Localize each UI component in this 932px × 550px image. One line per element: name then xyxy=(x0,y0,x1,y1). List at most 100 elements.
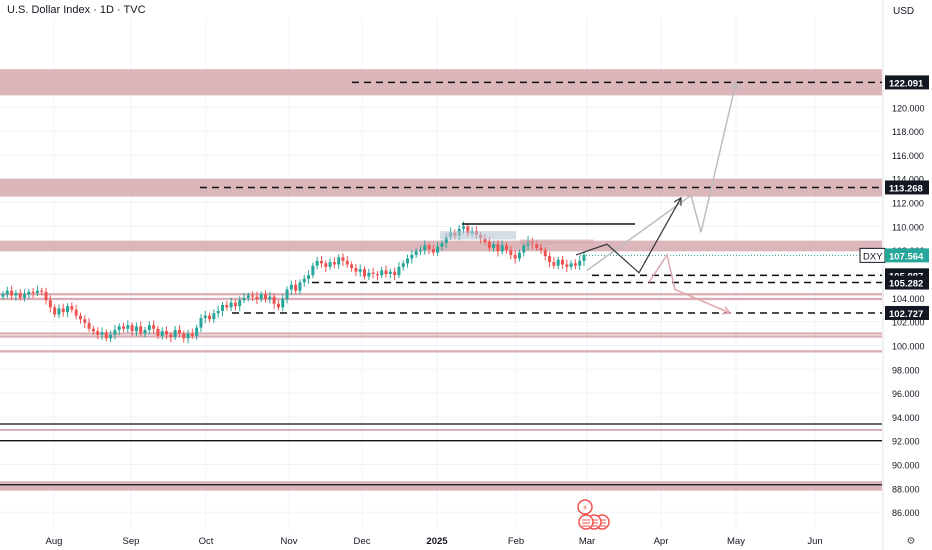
candle xyxy=(242,297,246,301)
candle xyxy=(324,263,328,267)
y-tick-label: 118.000 xyxy=(892,127,924,137)
x-tick-label: May xyxy=(727,536,745,547)
x-tick-label: Feb xyxy=(508,536,524,547)
candle xyxy=(543,250,547,257)
candle xyxy=(388,271,392,274)
y-tick-label: 96.000 xyxy=(892,389,920,399)
projection-path xyxy=(648,253,731,314)
candle xyxy=(319,260,323,264)
y-tick-label: 110.000 xyxy=(892,222,924,232)
candle xyxy=(363,269,367,277)
candle xyxy=(517,252,521,259)
candle xyxy=(104,332,108,339)
candle xyxy=(565,264,569,267)
candle xyxy=(18,293,22,298)
candle xyxy=(173,329,177,338)
candle xyxy=(40,290,44,292)
candle xyxy=(255,296,259,300)
candle xyxy=(78,315,82,320)
settings-gear-icon[interactable]: ⚙ xyxy=(907,536,916,547)
price-badge-text: 102.727 xyxy=(889,309,923,320)
candle xyxy=(535,244,539,248)
candle xyxy=(91,328,95,332)
candle xyxy=(259,294,263,300)
candle xyxy=(169,334,173,338)
candle xyxy=(203,315,207,319)
candle xyxy=(401,263,405,267)
projection-path xyxy=(575,197,682,274)
price-badge xyxy=(885,305,929,320)
lightning-bolt-icon: ⚡ xyxy=(582,503,588,513)
candle xyxy=(315,260,319,266)
candle xyxy=(177,329,181,334)
candle xyxy=(14,293,18,296)
candle xyxy=(560,259,564,265)
candle xyxy=(427,245,431,249)
candle xyxy=(513,254,517,259)
candle xyxy=(126,325,130,329)
x-tick-label: Nov xyxy=(281,536,298,547)
candle xyxy=(393,271,397,276)
candle xyxy=(440,243,444,247)
candle xyxy=(182,333,186,339)
candle xyxy=(522,245,526,253)
event-icons: ⚡ xyxy=(577,499,610,530)
candle xyxy=(307,275,311,279)
candle xyxy=(147,325,151,330)
candle xyxy=(281,299,285,308)
candle xyxy=(345,260,349,265)
time-axis[interactable]: Aug Sep Oct Nov Dec 2025 Feb Mar Apr May Jun ⚙ xyxy=(46,536,916,547)
x-tick-label: Sep xyxy=(123,536,140,547)
candle xyxy=(337,257,341,265)
y-tick-label: 90.000 xyxy=(892,461,920,471)
price-badge xyxy=(885,275,929,290)
y-tick-label: 88.000 xyxy=(892,484,920,494)
candle xyxy=(461,226,465,229)
candle xyxy=(582,254,586,261)
candle xyxy=(70,306,74,310)
candle xyxy=(384,270,388,274)
candle xyxy=(152,325,156,329)
candle xyxy=(505,245,509,251)
y-tick-label: 92.000 xyxy=(892,437,920,447)
candle xyxy=(109,334,113,339)
price-badge xyxy=(885,180,929,195)
candle xyxy=(10,290,14,296)
x-tick-label: Oct xyxy=(199,536,214,547)
candle xyxy=(367,272,371,277)
candle xyxy=(113,329,117,335)
candle xyxy=(83,319,87,323)
candle xyxy=(1,294,5,297)
candle xyxy=(436,246,440,253)
candle xyxy=(276,303,280,308)
candle xyxy=(311,265,315,276)
candle xyxy=(53,307,57,315)
candle xyxy=(246,295,250,298)
candle xyxy=(302,278,306,283)
candle xyxy=(264,294,268,300)
candle xyxy=(122,326,126,329)
candle xyxy=(186,333,190,339)
candle xyxy=(466,226,470,234)
lightning-event-icon xyxy=(577,499,593,515)
candle xyxy=(492,244,496,248)
candle xyxy=(48,300,52,308)
candle xyxy=(35,290,39,294)
candle xyxy=(500,245,504,252)
candle xyxy=(539,247,543,251)
price-axis[interactable]: 86.000 88.000 90.000 92.000 94.000 96.000 98.0… xyxy=(859,0,929,550)
y-tick-label: 98.000 xyxy=(892,365,920,375)
candle xyxy=(251,295,255,297)
candle xyxy=(220,304,224,311)
currency-label[interactable]: USD xyxy=(893,6,915,17)
y-tick-label: 100.000 xyxy=(892,341,925,351)
last-price-badge xyxy=(885,248,929,263)
arrow-head-icon xyxy=(730,80,739,91)
candle xyxy=(23,294,27,298)
candle xyxy=(341,257,345,261)
candle xyxy=(423,245,427,251)
y-tick-label: 94.000 xyxy=(892,413,920,423)
candle xyxy=(354,268,358,272)
candle xyxy=(61,308,65,313)
